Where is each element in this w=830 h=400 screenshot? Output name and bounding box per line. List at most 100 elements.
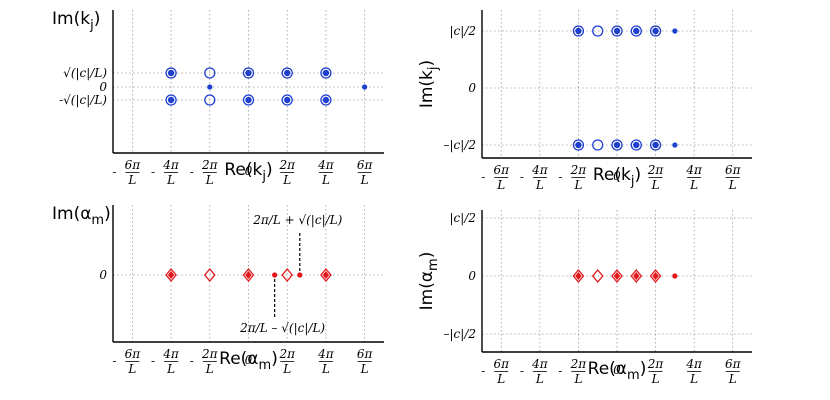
x-tick-label: 4πL bbox=[317, 347, 335, 376]
x-tick-label: -4πL bbox=[520, 357, 549, 386]
x-tick-num: 6π bbox=[357, 347, 374, 361]
marker-dot bbox=[672, 142, 678, 148]
x-tick-sign: - bbox=[151, 165, 155, 179]
x-tick-num: 4π bbox=[317, 347, 335, 361]
x-tick-num: 2π bbox=[201, 158, 219, 172]
marker-dot bbox=[672, 273, 678, 279]
x-tick-den: L bbox=[535, 178, 544, 192]
y-tick-label: 0 bbox=[99, 268, 107, 282]
marker-ring bbox=[611, 139, 623, 151]
marker-ring bbox=[320, 67, 332, 79]
x-tick-label: 2πL bbox=[647, 163, 665, 192]
marker-diamond-fill bbox=[245, 271, 252, 279]
x-tick-den: L bbox=[360, 362, 369, 376]
marker-diamond bbox=[611, 268, 623, 284]
x-tick-label: -6πL bbox=[112, 158, 141, 187]
marker-ring bbox=[592, 25, 604, 37]
marker-ring bbox=[165, 94, 177, 106]
x-tick-num: 4π bbox=[531, 357, 549, 371]
marker-dot bbox=[272, 272, 278, 278]
x-tick-num: 2π bbox=[647, 163, 665, 177]
marker-dot bbox=[613, 27, 621, 35]
marker-dot bbox=[633, 141, 640, 149]
x-tick-den: L bbox=[360, 173, 369, 187]
marker-dot bbox=[245, 69, 252, 77]
marker-dot bbox=[652, 27, 659, 35]
x-axis-label: Re(αm) bbox=[219, 349, 278, 373]
x-axis-label: Re(kj) bbox=[224, 160, 272, 184]
marker-diamond bbox=[572, 268, 585, 284]
marker-dot bbox=[613, 141, 621, 149]
x-tick-label: 0 bbox=[245, 164, 253, 178]
marker-diamond bbox=[281, 267, 294, 283]
marker-diamond bbox=[591, 268, 604, 284]
x-tick-den: L bbox=[282, 173, 291, 187]
x-tick-num: 6π bbox=[357, 158, 374, 172]
marker-diamond-fill bbox=[633, 272, 640, 280]
x-tick-label: 0 bbox=[245, 353, 253, 367]
x-tick-label: -4πL bbox=[520, 163, 549, 192]
x-tick-label: 4πL bbox=[685, 163, 703, 192]
x-tick-den: L bbox=[573, 372, 582, 386]
y-axis-label: Im(kj) bbox=[417, 60, 441, 108]
marker-ring bbox=[165, 67, 177, 79]
x-tick-den: L bbox=[205, 173, 214, 187]
marker-ring bbox=[281, 67, 293, 79]
marker-ring bbox=[204, 67, 216, 79]
x-tick-den: L bbox=[728, 372, 737, 386]
marker-diamond-fill bbox=[322, 271, 330, 279]
y-axis-label: Im(αm) bbox=[417, 252, 441, 311]
x-tick-sign: - bbox=[481, 170, 485, 184]
x-tick-num: 2π bbox=[570, 163, 588, 177]
x-tick-den: L bbox=[205, 362, 214, 376]
marker-dot bbox=[284, 69, 291, 77]
x-tick-den: L bbox=[166, 362, 175, 376]
x-tick-num: 4π bbox=[162, 158, 180, 172]
x-tick-sign: - bbox=[190, 354, 194, 368]
x-tick-label: 6πL bbox=[357, 158, 374, 187]
x-tick-num: 6π bbox=[725, 163, 742, 177]
x-tick-label: -4πL bbox=[151, 158, 180, 187]
marker-dot bbox=[672, 28, 678, 34]
y-tick-label: -√(|c|/L) bbox=[59, 93, 107, 107]
x-tick-den: L bbox=[573, 178, 582, 192]
marker-dot bbox=[362, 84, 368, 90]
marker-diamond bbox=[320, 267, 332, 283]
marker-dot bbox=[167, 69, 175, 77]
y-tick-label: |c|/2 bbox=[450, 211, 476, 225]
x-tick-label: 0 bbox=[613, 363, 621, 377]
x-tick-den: L bbox=[728, 178, 737, 192]
x-tick-sign: - bbox=[558, 364, 562, 378]
x-tick-sign: - bbox=[520, 170, 524, 184]
marker-diamond bbox=[630, 268, 643, 284]
x-tick-sign: - bbox=[520, 364, 524, 378]
x-tick-num: 6π bbox=[125, 158, 142, 172]
x-tick-label: -2πL bbox=[558, 163, 587, 192]
y-tick-label: |c|/2 bbox=[450, 24, 476, 38]
y-tick-label: 0 bbox=[468, 81, 476, 95]
x-tick-den: L bbox=[535, 372, 544, 386]
marker-ring bbox=[649, 25, 662, 37]
x-tick-den: L bbox=[127, 362, 136, 376]
marker-diamond-fill bbox=[613, 272, 621, 280]
x-tick-den: L bbox=[321, 362, 330, 376]
marker-diamond bbox=[242, 267, 255, 283]
x-tick-sign: - bbox=[481, 364, 485, 378]
x-tick-num: 4π bbox=[531, 163, 549, 177]
y-tick-label: –|c|/2 bbox=[444, 138, 476, 152]
x-tick-num: 4π bbox=[685, 357, 703, 371]
y-tick-label: –|c|/2 bbox=[444, 327, 476, 341]
x-tick-den: L bbox=[321, 173, 330, 187]
marker-dot bbox=[284, 96, 291, 104]
x-axis-label: Re(kj) bbox=[593, 165, 641, 189]
x-tick-num: 6π bbox=[725, 357, 742, 371]
marker-dot bbox=[575, 141, 582, 149]
marker-ring bbox=[320, 94, 332, 106]
x-tick-num: 4π bbox=[317, 158, 335, 172]
x-tick-label: 2πL bbox=[278, 347, 296, 376]
y-tick-label: 0 bbox=[99, 80, 107, 94]
